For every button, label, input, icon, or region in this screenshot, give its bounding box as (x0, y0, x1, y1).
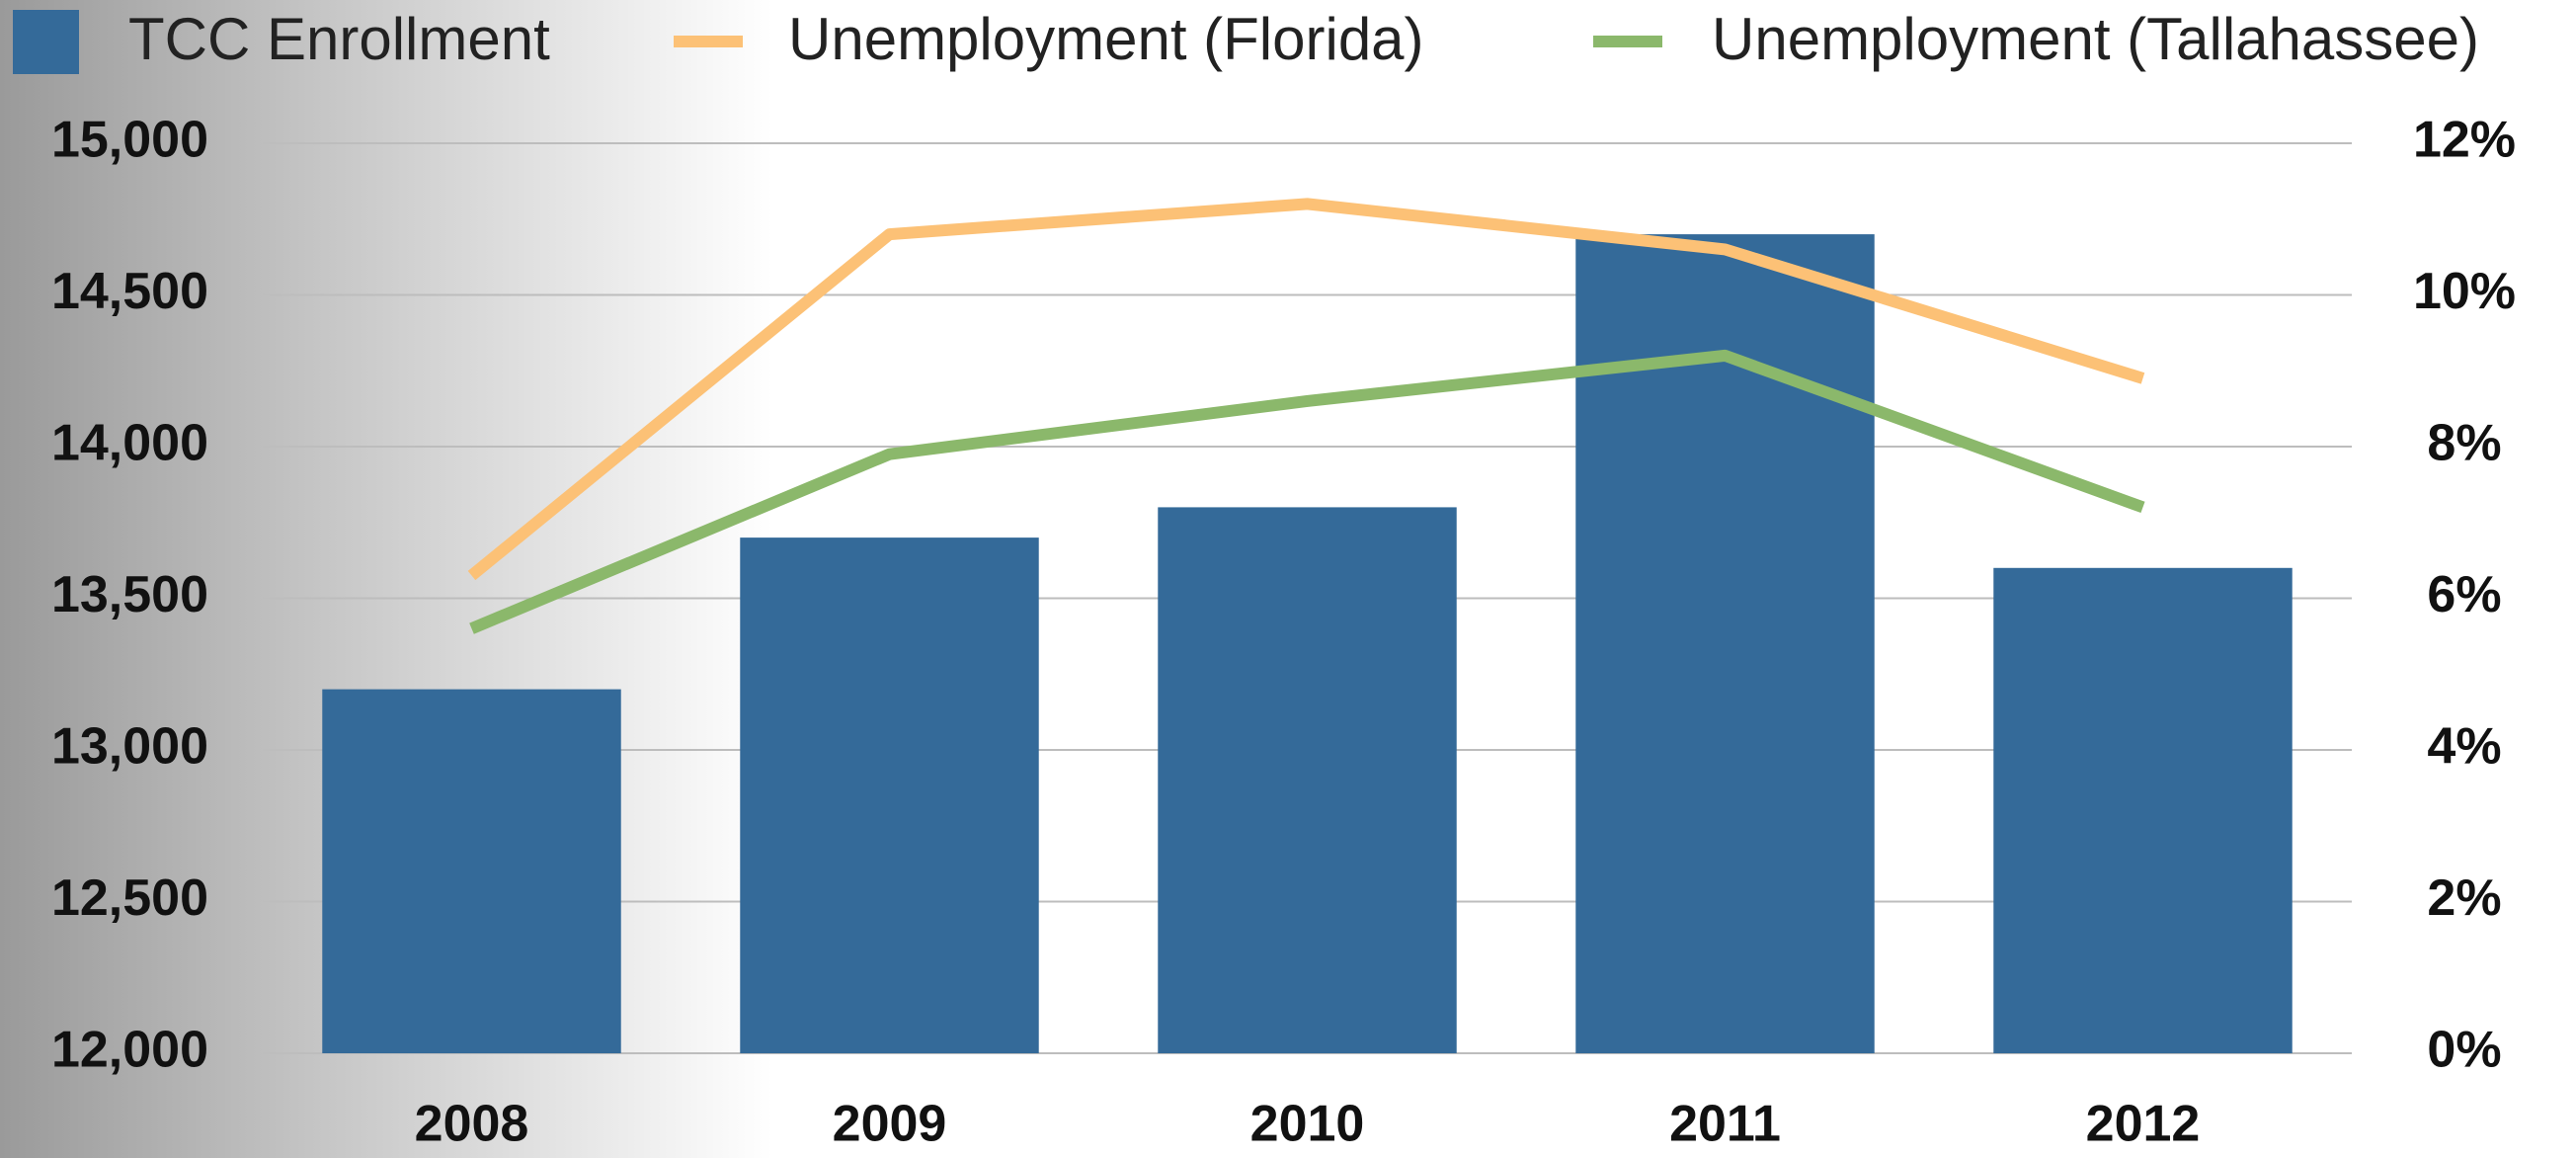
line (469, 349, 2145, 634)
y2-tick-label: 2% (2427, 869, 2501, 927)
y2-tick-label: 6% (2427, 566, 2501, 623)
y-tick-label: 14,500 (51, 263, 208, 320)
bar (322, 689, 621, 1053)
y2-tick-label: 0% (2427, 1022, 2501, 1079)
y-tick-label: 15,000 (51, 112, 208, 169)
x-tick-label: 2011 (1669, 1096, 1781, 1153)
legend-swatch (13, 10, 79, 74)
y2-tick-label: 8% (2427, 415, 2501, 472)
bar (740, 538, 1039, 1053)
y2-tick-label: 12% (2413, 112, 2516, 169)
bar (1158, 507, 1457, 1053)
y-tick-label: 12,500 (51, 869, 208, 927)
x-tick-label: 2008 (415, 1096, 529, 1153)
x-tick-label: 2010 (1250, 1096, 1365, 1153)
y-tick-label: 13,000 (51, 718, 208, 776)
y2-tick-label: 4% (2427, 718, 2501, 776)
y-tick-label: 13,500 (51, 566, 208, 623)
legend-label: Unemployment (Florida) (788, 6, 1424, 72)
y2-tick-label: 10% (2413, 263, 2516, 320)
x-tick-label: 2012 (2086, 1096, 2201, 1153)
bar (1993, 567, 2293, 1053)
x-tick-label: 2009 (833, 1096, 947, 1153)
y-tick-label: 12,000 (51, 1022, 208, 1079)
legend-label: TCC Enrollment (128, 6, 550, 72)
line (467, 198, 2145, 581)
y-tick-label: 14,000 (51, 415, 208, 472)
legend-label: Unemployment (Tallahassee) (1712, 6, 2479, 72)
